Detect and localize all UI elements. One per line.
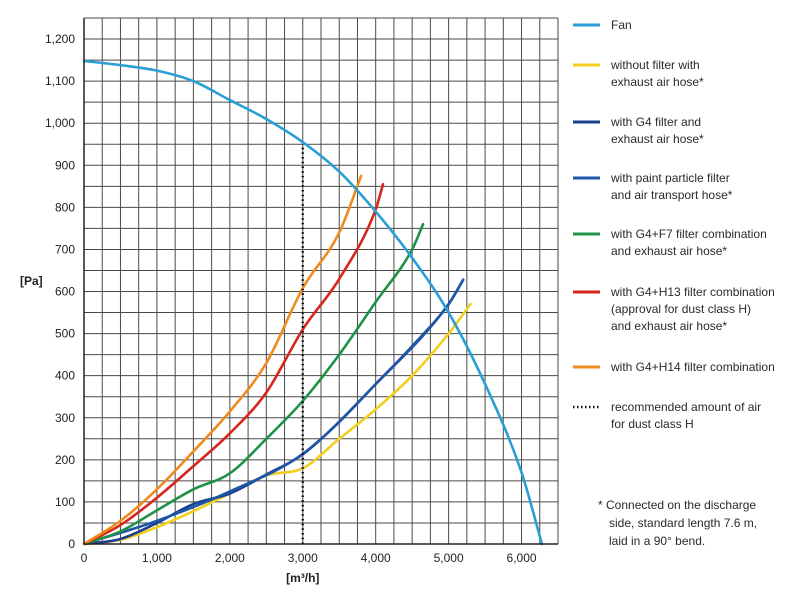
legend-label-7: for dust class H — [611, 417, 694, 431]
y-tick-label: 300 — [55, 411, 75, 425]
y-tick-label: 1,000 — [45, 116, 75, 130]
y-tick-label: 200 — [55, 453, 75, 467]
chart-ticks: 0 1,000 2,000 3,000 4,000 5,000 6,000 0 100 200 30… — [45, 32, 537, 565]
legend-label-6: with G4+H14 filter combination — [610, 360, 775, 374]
legend-label-1: exhaust air hose* — [611, 75, 704, 89]
x-tick-label: 1,000 — [142, 551, 172, 565]
legend-label-0: Fan — [611, 18, 632, 32]
y-tick-label: 900 — [55, 158, 75, 172]
y-tick-label: 800 — [55, 200, 75, 214]
legend-label-1: without filter with — [610, 58, 700, 72]
x-tick-label: 5,000 — [434, 551, 464, 565]
series-line-4 — [82, 222, 425, 546]
y-tick-label: 1,100 — [45, 74, 75, 88]
y-tick-label: 500 — [55, 327, 75, 341]
series-line-6 — [82, 174, 363, 546]
y-tick-label: 400 — [55, 369, 75, 383]
y-tick-label: 0 — [68, 537, 75, 551]
legend-label-3: and air transport hose* — [611, 188, 733, 202]
x-axis-label: [m³/h] — [286, 571, 319, 585]
chart-axes — [83, 18, 558, 545]
chart-legend: Fan without filter with exhaust air hose* w… — [573, 18, 775, 431]
y-tick-label: 600 — [55, 285, 75, 299]
legend-label-3: with paint particle filter — [610, 171, 730, 185]
x-tick-label: 0 — [81, 551, 88, 565]
footnote-line: laid in a 90° bend. — [609, 534, 705, 548]
legend-label-5: with G4+H13 filter combination — [610, 285, 775, 299]
series-line-1 — [82, 302, 472, 546]
legend-label-5: and exhaust air hose* — [611, 319, 727, 333]
y-tick-label: 100 — [55, 495, 75, 509]
chart-footnote: * Connected on the discharge side, standa… — [598, 498, 757, 548]
legend-label-2: exhaust air hose* — [611, 132, 704, 146]
x-tick-label: 4,000 — [361, 551, 391, 565]
x-tick-label: 3,000 — [288, 551, 318, 565]
legend-label-5: (approval for dust class H) — [611, 302, 751, 316]
legend-label-2: with G4 filter and — [610, 115, 701, 129]
y-axis-label: [Pa] — [20, 274, 43, 288]
series-line-0 — [82, 59, 544, 546]
y-tick-label: 700 — [55, 242, 75, 256]
series-line-5 — [82, 182, 385, 546]
legend-label-4: and exhaust air hose* — [611, 244, 727, 258]
footnote-line: side, standard length 7.6 m, — [609, 516, 757, 530]
footnote-line: * Connected on the discharge — [598, 498, 756, 512]
legend-label-4: with G4+F7 filter combination — [610, 227, 767, 241]
chart-series — [82, 59, 544, 546]
x-tick-label: 6,000 — [507, 551, 537, 565]
y-tick-label: 1,200 — [45, 32, 75, 46]
legend-label-7: recommended amount of air — [611, 400, 761, 414]
x-tick-label: 2,000 — [215, 551, 245, 565]
chart-grid — [83, 17, 559, 545]
